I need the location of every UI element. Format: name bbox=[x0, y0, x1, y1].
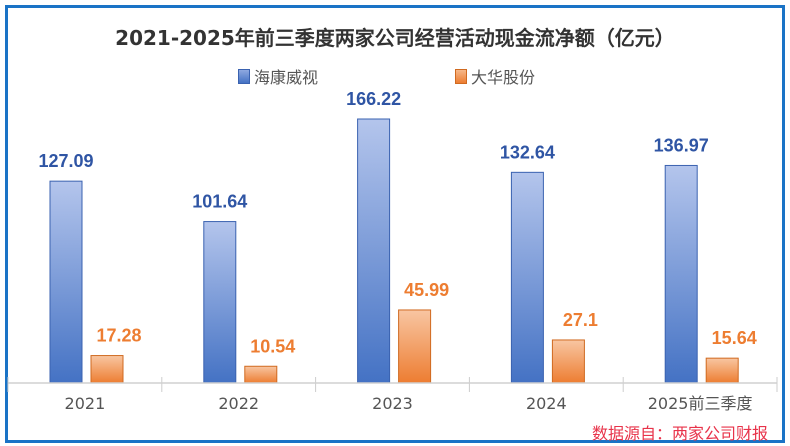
bar-hikvision bbox=[203, 221, 237, 384]
bar-hikvision bbox=[510, 171, 544, 384]
data-label: 10.54 bbox=[250, 336, 295, 356]
bar-dahua bbox=[244, 365, 278, 384]
legend-swatch-blue bbox=[238, 68, 250, 84]
bar-dahua bbox=[551, 339, 585, 384]
bar-hikvision bbox=[357, 118, 391, 384]
legend-label: 海康威视 bbox=[254, 68, 319, 87]
data-label: 132.64 bbox=[500, 142, 555, 162]
legend-label: 大华股份 bbox=[471, 68, 536, 87]
x-tick-label: 2023 bbox=[372, 394, 413, 413]
chart-frame bbox=[5, 5, 785, 443]
data-label: 166.22 bbox=[346, 89, 401, 109]
x-tick-label: 2024 bbox=[526, 394, 567, 413]
legend-item-hikvision: 海康威视 bbox=[238, 64, 318, 88]
data-label: 45.99 bbox=[404, 280, 449, 300]
data-label: 127.09 bbox=[38, 151, 93, 171]
data-label: 27.1 bbox=[563, 310, 598, 330]
data-label: 136.97 bbox=[654, 135, 709, 155]
data-source-note: 数据源自：两家公司财报 bbox=[591, 424, 768, 443]
data-label: 101.64 bbox=[192, 192, 247, 212]
bar-hikvision bbox=[664, 164, 698, 384]
x-tick-label: 2025前三季度 bbox=[648, 394, 753, 413]
legend-item-dahua: 大华股份 bbox=[455, 64, 535, 88]
bar-hikvision bbox=[49, 180, 83, 384]
x-tick-label: 2021 bbox=[65, 394, 106, 413]
bar-dahua bbox=[398, 309, 432, 384]
x-tick-label: 2022 bbox=[218, 394, 259, 413]
bar-dahua bbox=[705, 357, 739, 384]
legend-swatch-orange bbox=[455, 68, 467, 84]
data-label: 15.64 bbox=[712, 328, 757, 348]
chart-title: 2021-2025年前三季度两家公司经营活动现金流净额（亿元） bbox=[115, 26, 675, 50]
data-label: 17.28 bbox=[96, 326, 141, 346]
bar-dahua bbox=[90, 355, 124, 384]
